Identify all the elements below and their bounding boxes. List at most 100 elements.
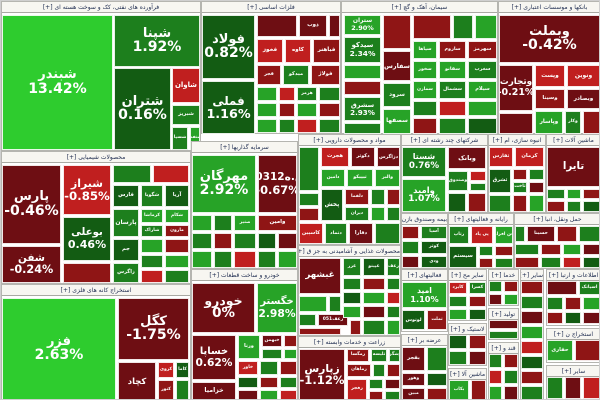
treemap-tile[interactable]: [363, 292, 385, 304]
treemap-tile-زفجر[interactable]: زفجر: [347, 379, 367, 399]
treemap-tile-پخش[interactable]: پخش: [321, 189, 343, 221]
sector-header-basic-metals[interactable]: فلزات اساسی [+]: [202, 2, 340, 13]
treemap-tile[interactable]: [583, 189, 599, 199]
treemap-tile[interactable]: [567, 201, 581, 212]
treemap-tile-رتاپ[interactable]: رتاپ: [449, 226, 469, 244]
sector-header-construction[interactable]: انبوه سازی، ام [+]: [489, 135, 545, 146]
treemap-tile-خبهمن[interactable]: خبهمن: [262, 335, 282, 347]
treemap-tile-وپاسار[interactable]: وپاسار: [535, 111, 563, 134]
treemap-tile-سهرمز[interactable]: سهرمز: [468, 41, 497, 59]
treemap-tile-ذوب[interactable]: ذوب: [299, 15, 327, 37]
treemap-tile-کنور[interactable]: کنور: [158, 380, 174, 399]
sector-header-banks[interactable]: بانکها و موسسات اعتباری [+]: [499, 2, 599, 13]
treemap-tile[interactable]: [529, 195, 544, 212]
treemap-tile-زعف051[interactable]: زعف051: [318, 314, 348, 326]
treemap-tile[interactable]: [489, 320, 518, 329]
treemap-tile[interactable]: [343, 278, 361, 290]
treemap-tile[interactable]: [387, 278, 400, 290]
treemap-tile[interactable]: [383, 15, 411, 49]
treemap-tile[interactable]: [371, 207, 385, 221]
treemap-tile-ساروم[interactable]: ساروم: [439, 41, 466, 59]
sector-header-chemicals[interactable]: محصولات شیمیایی [+]: [2, 152, 190, 163]
treemap-tile[interactable]: [297, 119, 317, 133]
treemap-tile-خاور[interactable]: خاور: [238, 361, 258, 375]
treemap-tile[interactable]: [234, 251, 256, 268]
treemap-tile-فملی[interactable]: فملی 1.16%: [202, 81, 255, 134]
treemap-tile-خزامیا[interactable]: خزامیا: [192, 382, 236, 399]
treemap-tile-کچاد[interactable]: کچاد: [118, 362, 156, 399]
treemap-tile[interactable]: [192, 215, 212, 231]
treemap-tile[interactable]: [299, 328, 341, 335]
treemap-tile-وامید[interactable]: وامید 1.07%: [402, 179, 446, 212]
treemap-tile[interactable]: [547, 297, 563, 310]
treemap-tile-هجرت[interactable]: هجرت: [321, 147, 349, 167]
treemap-tile-ثاخت[interactable]: ثاخت: [513, 182, 527, 193]
treemap-tile-شسپا[interactable]: شسپا: [172, 127, 188, 150]
treemap-tile[interactable]: [504, 281, 518, 292]
treemap-tile-کرماشا[interactable]: کرماشا: [141, 209, 163, 223]
treemap-tile[interactable]: [583, 111, 599, 134]
treemap-tile[interactable]: [299, 147, 319, 191]
treemap-tile[interactable]: [238, 390, 258, 399]
treemap-tile[interactable]: [547, 281, 577, 295]
treemap-tile-شگویا[interactable]: شگویا: [141, 185, 163, 207]
treemap-tile[interactable]: [563, 244, 581, 255]
treemap-tile[interactable]: [541, 244, 561, 255]
treemap-tile-شپنا[interactable]: شپنا 1.92%: [114, 15, 200, 67]
treemap-tile[interactable]: [475, 15, 497, 39]
treemap-tile[interactable]: [258, 233, 276, 249]
treemap-tile-تیپیکو[interactable]: تیپیکو: [347, 169, 373, 187]
treemap-tile[interactable]: [387, 189, 400, 205]
treemap-tile[interactable]: [448, 193, 466, 212]
treemap-tile-دامین[interactable]: دامین: [321, 169, 345, 187]
treemap-tile[interactable]: [344, 81, 381, 95]
treemap-tile[interactable]: [565, 312, 581, 324]
treemap-tile[interactable]: [515, 244, 539, 255]
treemap-tile[interactable]: [279, 103, 295, 117]
sector-header-oil-extraction[interactable]: استخراج ن [+]: [547, 329, 599, 340]
treemap-tile[interactable]: [521, 341, 543, 354]
treemap-tile-دلقما[interactable]: دلقما: [345, 189, 369, 205]
treemap-tile-وبانک[interactable]: وبانک: [448, 147, 486, 169]
treemap-tile[interactable]: [278, 251, 297, 268]
treemap-tile[interactable]: [579, 226, 599, 242]
treemap-tile[interactable]: [547, 377, 563, 399]
treemap-tile[interactable]: [470, 183, 486, 191]
treemap-tile[interactable]: [369, 391, 383, 399]
treemap-tile[interactable]: [363, 306, 385, 318]
treemap-tile-س.ه0312ی[interactable]: س.ه0312ی-0.67%: [258, 155, 297, 213]
treemap-tile[interactable]: [521, 371, 543, 384]
sector-header-machinery[interactable]: ماشین آلات [+]: [547, 135, 599, 146]
treemap-tile-وبصادر[interactable]: وبصادر: [567, 89, 599, 109]
treemap-tile[interactable]: [387, 292, 400, 304]
treemap-tile[interactable]: [495, 246, 513, 256]
treemap-tile-سغرب[interactable]: سغرب: [468, 61, 497, 79]
treemap-tile[interactable]: [371, 189, 385, 205]
treemap-tile[interactable]: [385, 391, 400, 399]
treemap-tile-امید[interactable]: امید 1.10%: [402, 282, 447, 308]
treemap-tile-شستا[interactable]: شستا 0.76%: [402, 147, 446, 177]
treemap-tile[interactable]: [583, 297, 599, 310]
treemap-tile-غزر[interactable]: غزر: [343, 258, 361, 276]
treemap-tile[interactable]: [521, 386, 543, 399]
treemap-tile[interactable]: [260, 390, 278, 399]
treemap-tile[interactable]: [343, 292, 361, 304]
treemap-tile[interactable]: [260, 377, 278, 388]
treemap-tile-تلیسه[interactable]: تلیسه: [371, 349, 387, 362]
treemap-tile-سشمال[interactable]: سشمال: [439, 81, 466, 99]
treemap-tile-فزر[interactable]: فزر 2.63%: [2, 298, 116, 399]
treemap-tile-شبندر[interactable]: شبندر 13.42%: [2, 15, 113, 150]
treemap-tile-وبملت[interactable]: وبملت -0.42%: [499, 15, 599, 63]
sector-header-transport[interactable]: حمل ونقل، انبا [+]: [515, 214, 599, 225]
treemap-tile[interactable]: [449, 309, 467, 320]
treemap-tile[interactable]: [565, 377, 581, 399]
treemap-tile[interactable]: [350, 320, 361, 335]
treemap-tile[interactable]: [504, 354, 518, 368]
treemap-tile-کرمان[interactable]: کرمان: [515, 147, 544, 167]
sector-header-financial-aux[interactable]: فعالیتهای [+]: [402, 270, 447, 281]
treemap-tile[interactable]: [547, 189, 565, 199]
treemap-tile-دزاگرس[interactable]: دزاگرس: [377, 147, 400, 167]
treemap-tile-زعف[interactable]: زعف: [387, 258, 400, 276]
treemap-tile[interactable]: [427, 347, 447, 371]
treemap-tile[interactable]: [344, 123, 381, 134]
